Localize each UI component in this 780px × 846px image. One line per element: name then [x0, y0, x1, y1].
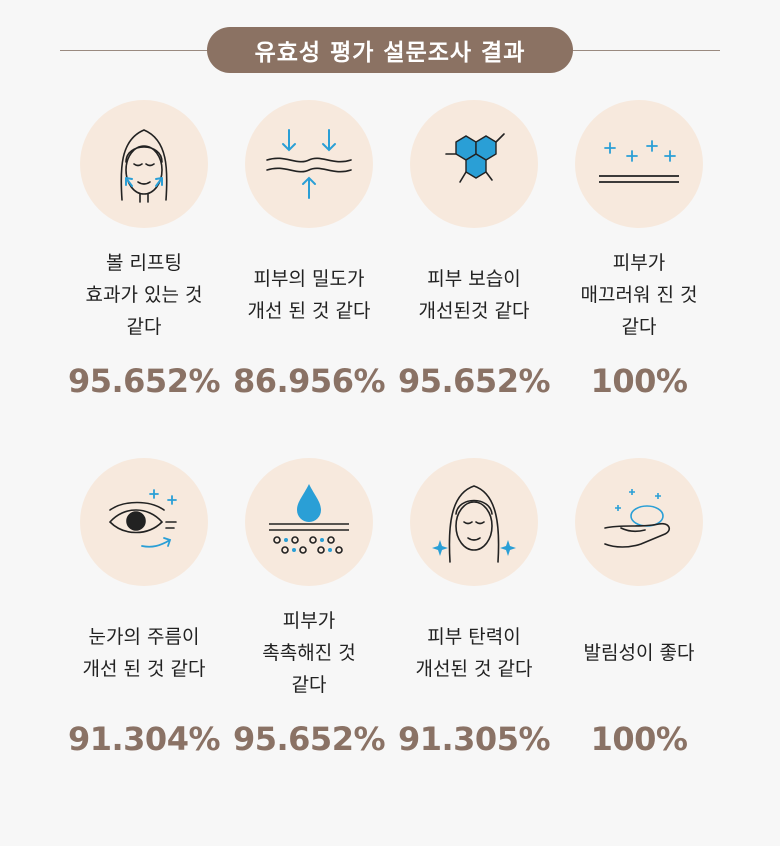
section-title: 유효성 평가 설문조사 결과	[207, 27, 573, 73]
face-lifting-icon	[80, 100, 208, 228]
hand-spread-icon	[575, 458, 703, 586]
item-percentage: 95.652%	[67, 362, 221, 400]
item-label: 피부의 밀도가 개선 된 것 같다	[247, 268, 371, 322]
item-percentage: 86.956%	[232, 362, 386, 400]
molecule-moisture-icon	[410, 100, 538, 228]
item-percentage: 95.652%	[232, 720, 386, 758]
item-percentage: 95.652%	[397, 362, 551, 400]
skin-density-icon	[245, 100, 373, 228]
item-label: 피부 탄력이 개선된 것 같다	[415, 626, 533, 680]
smooth-sparkle-icon	[575, 100, 703, 228]
item-percentage: 100%	[590, 720, 688, 758]
face-elasticity-icon	[410, 458, 538, 586]
item-percentage: 91.304%	[67, 720, 221, 758]
item-label: 피부가 매끄러워 진 것 같다	[580, 252, 698, 338]
eye-wrinkle-icon	[80, 458, 208, 586]
water-drop-skin-icon	[245, 458, 373, 586]
item-label: 볼 리프팅 효과가 있는 것 같다	[85, 252, 203, 338]
item-percentage: 100%	[590, 362, 688, 400]
item-label: 발림성이 좋다	[583, 642, 695, 664]
item-label: 피부 보습이 개선된것 같다	[418, 268, 530, 322]
header-divider-right	[550, 50, 720, 51]
section-header: 유효성 평가 설문조사 결과	[0, 27, 780, 73]
item-label: 피부가 촉촉해진 것 같다	[262, 610, 356, 696]
header-divider-left	[60, 50, 230, 51]
item-percentage: 91.305%	[397, 720, 551, 758]
item-label: 눈가의 주름이 개선 된 것 같다	[82, 626, 206, 680]
